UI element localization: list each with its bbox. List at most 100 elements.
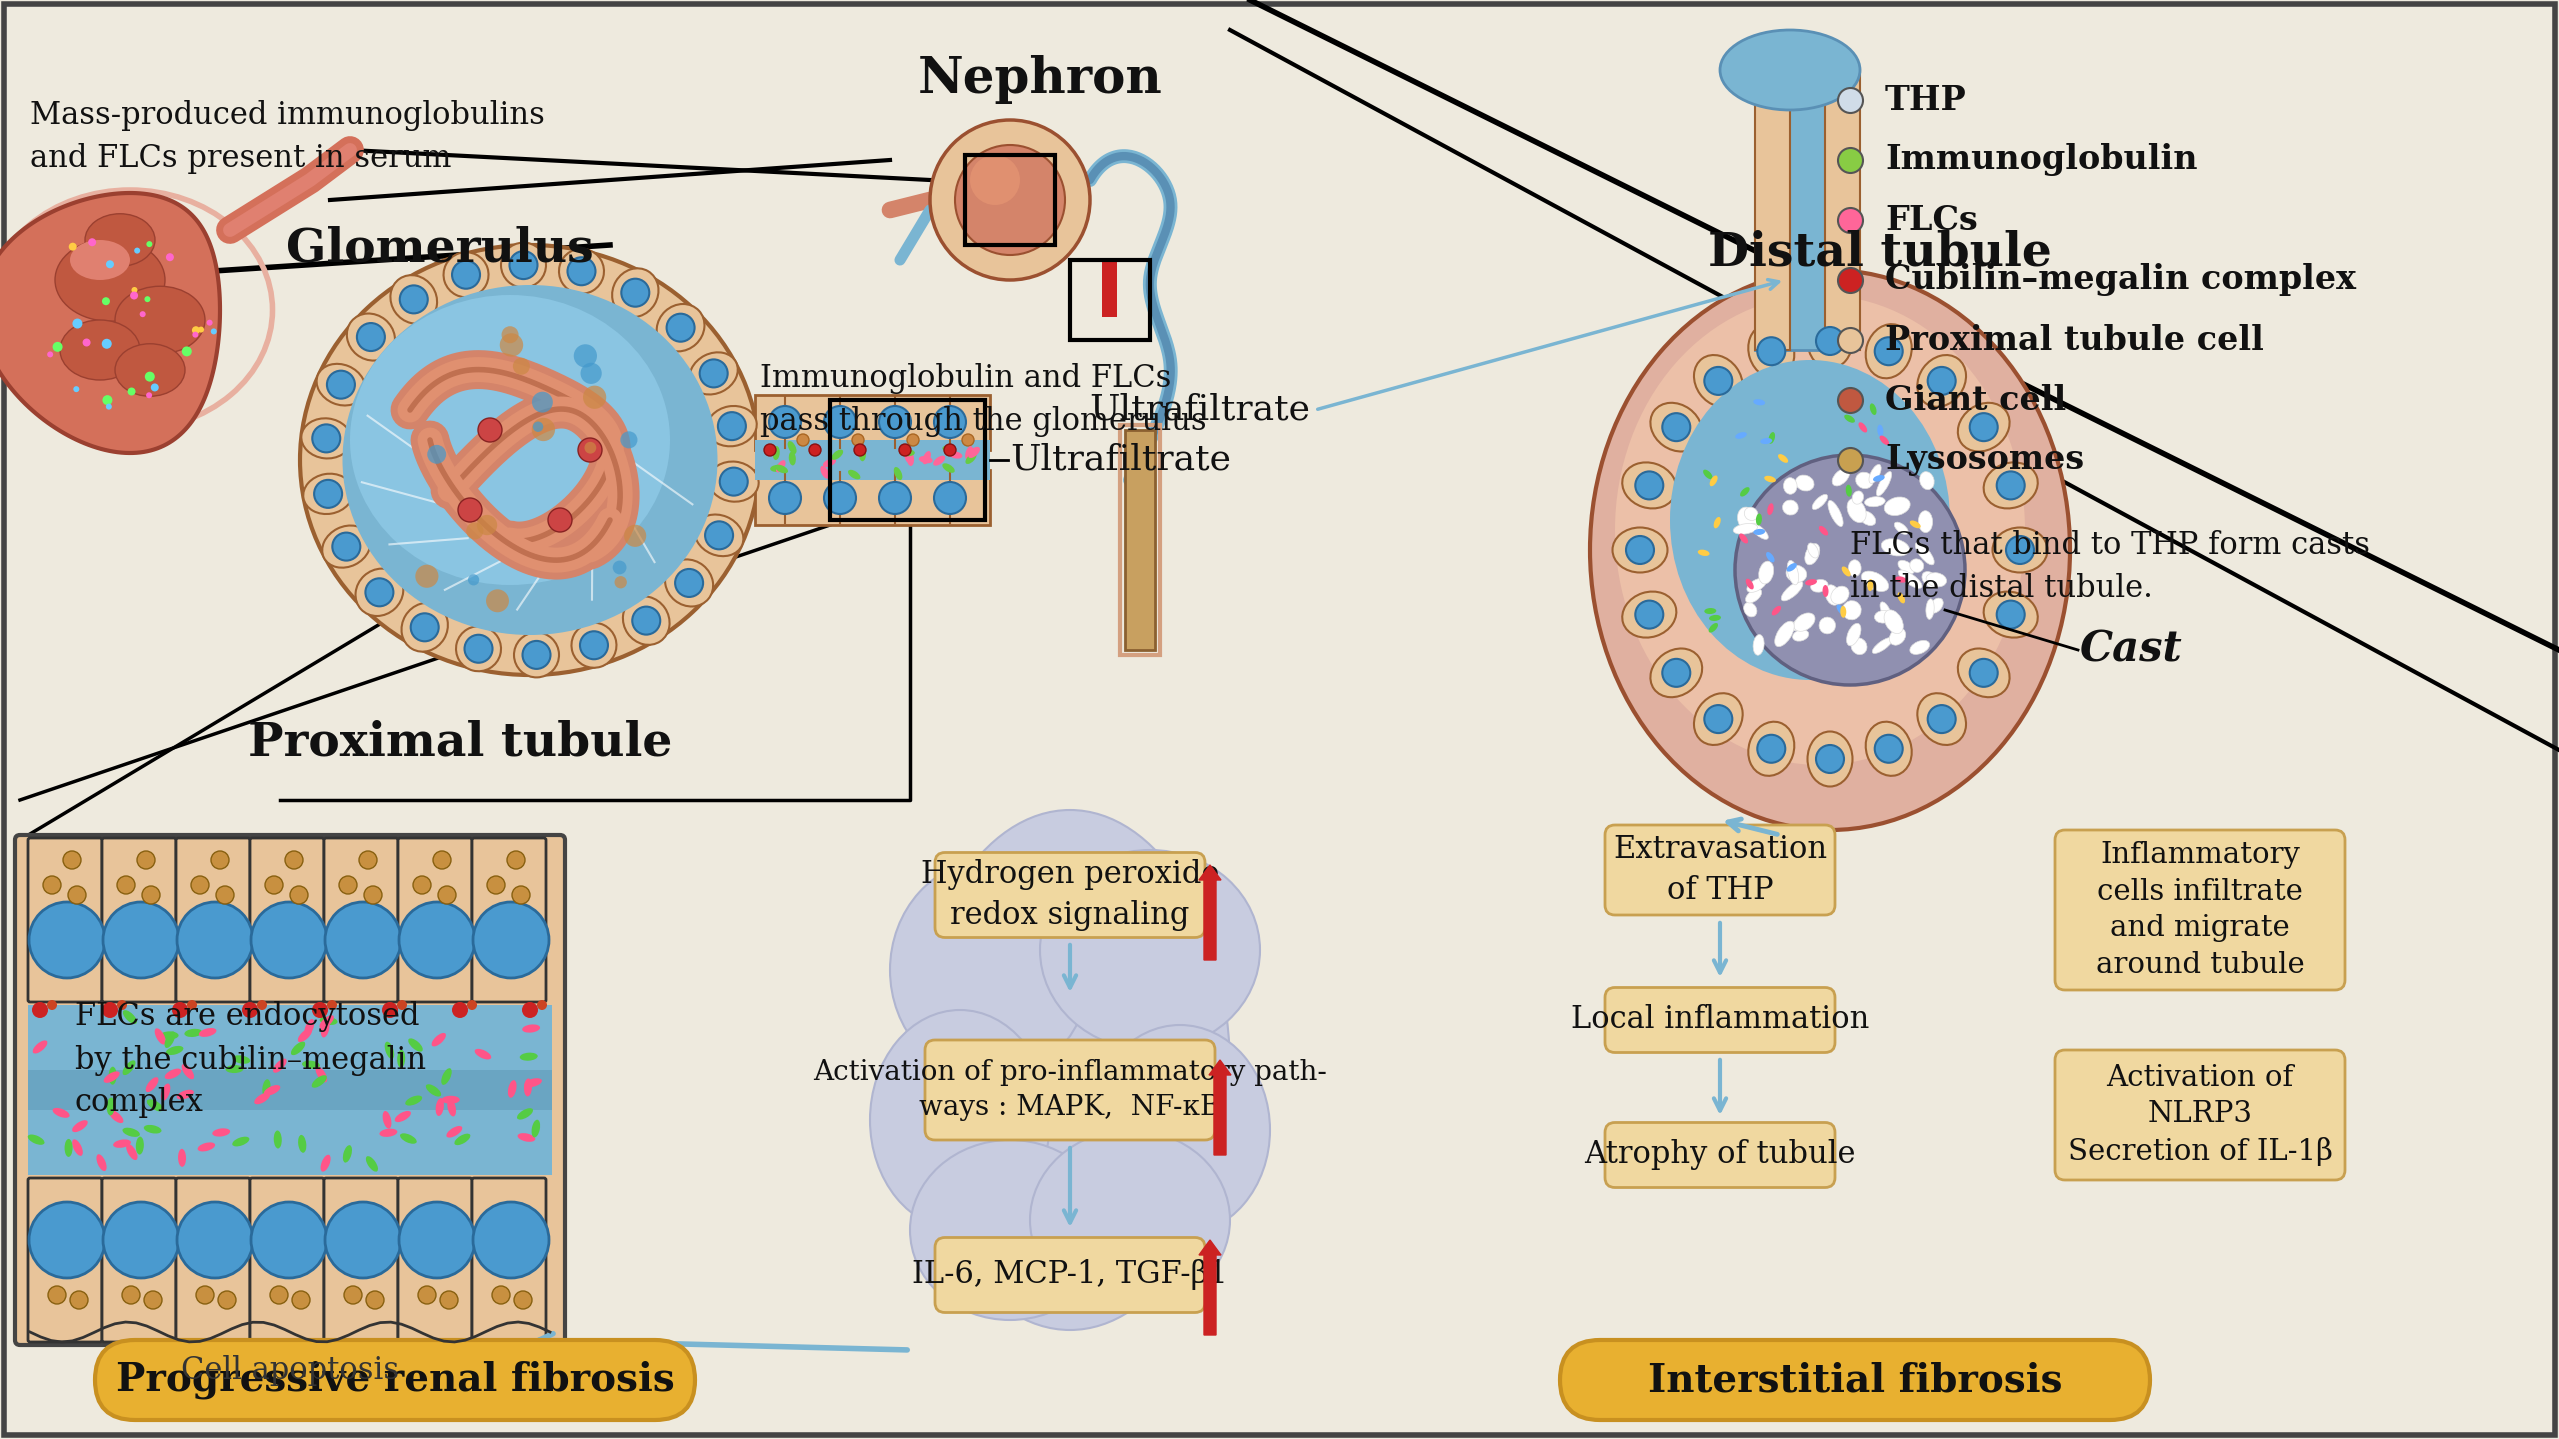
Circle shape — [192, 876, 210, 894]
Ellipse shape — [1740, 488, 1750, 496]
Ellipse shape — [1860, 571, 1889, 591]
Ellipse shape — [123, 1010, 138, 1025]
Ellipse shape — [934, 456, 944, 466]
Circle shape — [852, 435, 865, 446]
Circle shape — [358, 850, 376, 869]
Ellipse shape — [706, 406, 757, 446]
Ellipse shape — [1791, 620, 1802, 630]
Ellipse shape — [1753, 399, 1766, 406]
Circle shape — [399, 285, 427, 314]
Circle shape — [74, 386, 79, 393]
Ellipse shape — [658, 304, 704, 351]
Ellipse shape — [1791, 570, 1802, 583]
Circle shape — [1704, 367, 1732, 394]
FancyBboxPatch shape — [1561, 1340, 2150, 1420]
Ellipse shape — [1929, 599, 1942, 613]
Ellipse shape — [1748, 722, 1794, 776]
Circle shape — [1625, 535, 1653, 564]
Ellipse shape — [622, 596, 670, 645]
Ellipse shape — [1807, 543, 1819, 558]
Ellipse shape — [72, 1120, 87, 1132]
Ellipse shape — [292, 1042, 305, 1055]
Circle shape — [427, 445, 445, 463]
Ellipse shape — [1819, 617, 1835, 633]
Ellipse shape — [1873, 610, 1891, 623]
Ellipse shape — [84, 214, 156, 266]
Ellipse shape — [1812, 580, 1827, 593]
Ellipse shape — [1804, 578, 1817, 586]
Ellipse shape — [775, 465, 788, 473]
Circle shape — [512, 358, 530, 374]
Ellipse shape — [514, 632, 558, 678]
Ellipse shape — [320, 1017, 338, 1025]
Circle shape — [1663, 659, 1691, 686]
Ellipse shape — [399, 1134, 417, 1144]
Circle shape — [256, 1000, 266, 1010]
Ellipse shape — [1868, 465, 1881, 484]
Circle shape — [509, 250, 537, 279]
Ellipse shape — [906, 452, 914, 466]
Ellipse shape — [1919, 472, 1935, 489]
Bar — [1755, 71, 1789, 350]
Ellipse shape — [558, 249, 604, 294]
Ellipse shape — [1899, 570, 1922, 589]
Ellipse shape — [1039, 850, 1259, 1050]
Ellipse shape — [107, 1098, 115, 1115]
Ellipse shape — [1758, 561, 1773, 584]
Circle shape — [970, 155, 1021, 204]
Circle shape — [133, 248, 141, 253]
Circle shape — [622, 279, 650, 307]
FancyBboxPatch shape — [2055, 830, 2344, 990]
FancyBboxPatch shape — [177, 1179, 251, 1343]
Circle shape — [143, 1291, 161, 1309]
Ellipse shape — [305, 473, 353, 514]
Ellipse shape — [1822, 586, 1830, 597]
Ellipse shape — [1745, 589, 1761, 603]
Ellipse shape — [1651, 649, 1702, 696]
Circle shape — [192, 331, 200, 338]
Ellipse shape — [1848, 623, 1860, 646]
Circle shape — [143, 296, 151, 302]
Circle shape — [486, 876, 504, 894]
Ellipse shape — [1784, 499, 1799, 515]
Circle shape — [381, 1002, 399, 1017]
FancyBboxPatch shape — [399, 1179, 471, 1343]
Ellipse shape — [1786, 563, 1796, 571]
Circle shape — [719, 468, 747, 495]
Circle shape — [2006, 535, 2034, 564]
FancyBboxPatch shape — [1604, 825, 1835, 915]
Circle shape — [118, 876, 136, 894]
Ellipse shape — [392, 275, 438, 324]
Bar — [829, 400, 985, 519]
Ellipse shape — [154, 1029, 166, 1045]
Circle shape — [417, 1286, 435, 1304]
Circle shape — [251, 1202, 328, 1278]
Ellipse shape — [1830, 586, 1850, 604]
Ellipse shape — [146, 1099, 164, 1111]
Bar — [1755, 71, 1825, 350]
Circle shape — [363, 886, 381, 904]
Circle shape — [491, 1286, 509, 1304]
Ellipse shape — [847, 469, 860, 479]
FancyBboxPatch shape — [934, 852, 1205, 937]
Ellipse shape — [1750, 524, 1768, 540]
Circle shape — [69, 886, 87, 904]
Circle shape — [706, 521, 732, 550]
Circle shape — [878, 406, 911, 437]
Ellipse shape — [1881, 602, 1891, 619]
Ellipse shape — [1896, 577, 1906, 583]
Ellipse shape — [1807, 314, 1853, 368]
Circle shape — [1996, 600, 2024, 629]
Circle shape — [171, 1002, 187, 1017]
Circle shape — [929, 119, 1090, 281]
Ellipse shape — [1761, 437, 1773, 445]
Circle shape — [197, 1286, 215, 1304]
Ellipse shape — [1763, 476, 1776, 482]
Ellipse shape — [115, 286, 205, 354]
Ellipse shape — [182, 1063, 194, 1079]
Ellipse shape — [1745, 507, 1758, 521]
Ellipse shape — [1881, 436, 1889, 445]
Ellipse shape — [1766, 553, 1773, 563]
Circle shape — [102, 298, 110, 305]
Circle shape — [146, 242, 154, 248]
